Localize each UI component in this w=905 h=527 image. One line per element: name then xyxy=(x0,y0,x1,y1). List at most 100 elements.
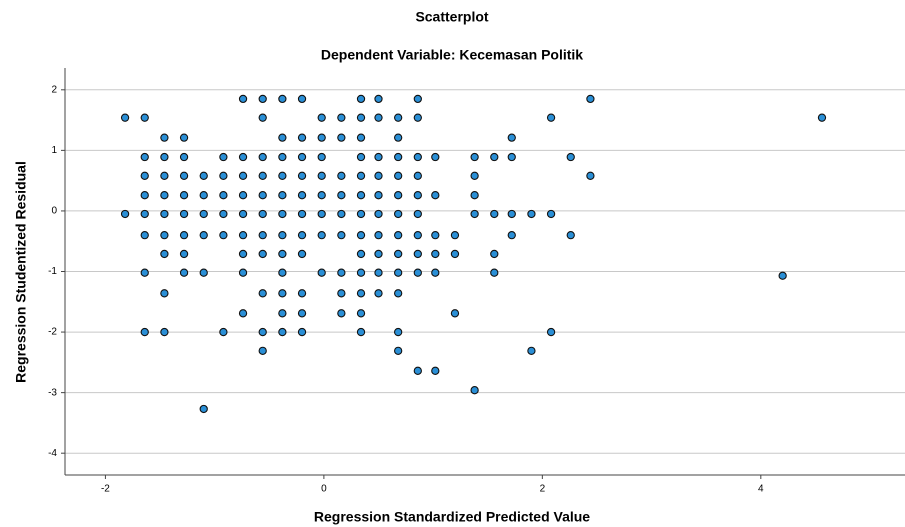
y-tick-label: 1 xyxy=(51,145,57,156)
point xyxy=(278,268,287,277)
point xyxy=(160,289,169,298)
point xyxy=(278,289,287,298)
point xyxy=(413,191,422,200)
point xyxy=(199,231,208,240)
point xyxy=(120,113,130,122)
point xyxy=(297,249,307,259)
point xyxy=(394,327,403,337)
x-tick-label: 0 xyxy=(321,484,327,495)
point xyxy=(258,249,267,259)
point xyxy=(431,231,440,240)
chart-subtitle: Dependent Variable: Kecemasan Politik xyxy=(321,47,583,63)
point xyxy=(179,133,189,142)
x-tick-label: 2 xyxy=(540,484,546,495)
y-tick-label: -4 xyxy=(48,448,57,459)
point xyxy=(527,346,536,355)
point xyxy=(507,133,516,142)
point xyxy=(394,133,403,142)
point xyxy=(160,327,169,337)
point xyxy=(297,191,307,200)
point xyxy=(297,289,307,298)
point xyxy=(297,231,307,240)
point xyxy=(394,268,403,277)
point xyxy=(337,231,346,240)
point xyxy=(356,231,366,240)
point xyxy=(258,209,267,219)
point xyxy=(120,209,130,219)
point xyxy=(199,191,208,200)
point xyxy=(374,231,383,240)
point xyxy=(317,113,326,122)
point xyxy=(337,209,346,219)
point xyxy=(140,191,149,200)
y-tick-label: -3 xyxy=(48,387,57,398)
point xyxy=(507,152,516,162)
point xyxy=(238,231,248,240)
point xyxy=(278,94,287,104)
point xyxy=(337,171,346,180)
point xyxy=(278,171,287,180)
point xyxy=(356,113,366,122)
point xyxy=(278,309,287,318)
point xyxy=(140,152,149,162)
point xyxy=(413,113,422,122)
y-tick-label: 0 xyxy=(51,206,57,217)
point xyxy=(317,209,326,219)
point xyxy=(297,309,307,318)
point xyxy=(546,327,556,337)
point xyxy=(374,289,383,298)
point xyxy=(778,271,787,280)
point xyxy=(356,152,366,162)
point xyxy=(374,209,383,219)
point xyxy=(179,268,189,277)
point xyxy=(374,94,383,104)
point xyxy=(413,366,422,375)
point xyxy=(374,113,383,122)
x-tick-label: 4 xyxy=(758,484,764,495)
point xyxy=(450,231,460,240)
point xyxy=(238,268,248,277)
point xyxy=(219,327,228,337)
point xyxy=(470,209,479,219)
point xyxy=(566,152,575,162)
point xyxy=(278,249,287,259)
point xyxy=(413,152,422,162)
point xyxy=(431,268,440,277)
point xyxy=(317,191,326,200)
point xyxy=(431,366,440,375)
point xyxy=(278,327,287,337)
point xyxy=(394,346,403,355)
point xyxy=(394,171,403,180)
point xyxy=(356,268,366,277)
x-tick-label: -2 xyxy=(101,484,110,495)
point xyxy=(199,171,208,180)
point xyxy=(356,327,366,337)
point xyxy=(337,309,346,318)
point xyxy=(527,209,536,219)
point xyxy=(356,133,366,142)
point xyxy=(140,209,149,219)
point xyxy=(431,249,440,259)
point xyxy=(258,231,267,240)
point xyxy=(219,209,228,219)
point xyxy=(258,152,267,162)
point xyxy=(413,231,422,240)
point xyxy=(238,94,248,104)
point xyxy=(394,209,403,219)
point xyxy=(394,249,403,259)
point xyxy=(394,191,403,200)
point xyxy=(140,171,149,180)
point xyxy=(179,249,189,259)
point xyxy=(586,94,595,104)
point xyxy=(546,209,556,219)
point xyxy=(337,133,346,142)
point xyxy=(394,152,403,162)
point xyxy=(317,171,326,180)
point xyxy=(238,191,248,200)
point xyxy=(160,209,169,219)
point xyxy=(356,94,366,104)
point xyxy=(356,249,366,259)
point xyxy=(470,171,479,180)
point xyxy=(394,113,403,122)
point xyxy=(374,191,383,200)
